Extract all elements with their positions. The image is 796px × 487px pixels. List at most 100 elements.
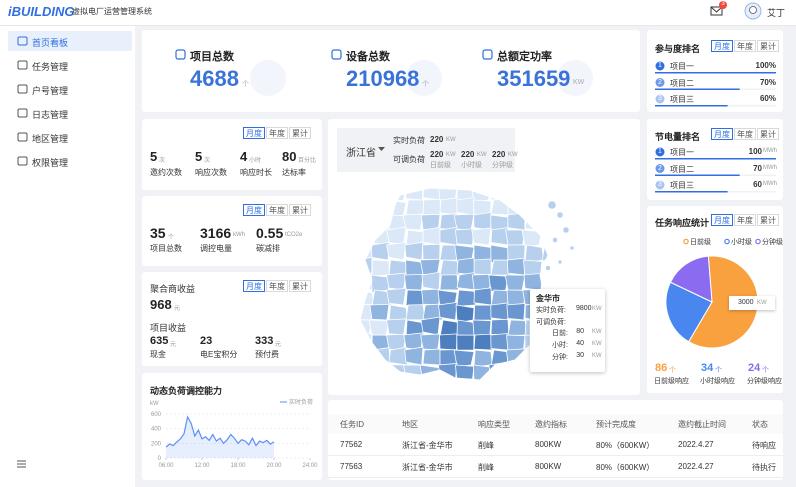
rank-name: 项目一	[670, 62, 694, 71]
tooltip-value: 40	[576, 340, 584, 347]
rank-number: 3	[658, 95, 662, 102]
nav-icon	[17, 132, 28, 142]
tab[interactable]: 年度	[266, 127, 288, 139]
chart-title: 动态负荷调控能力	[150, 386, 223, 396]
summary-icon	[331, 49, 342, 60]
table-header: 地区	[402, 420, 418, 429]
nav-icon	[17, 108, 28, 118]
pie-slice	[688, 255, 759, 349]
kpi-value: 635	[150, 335, 169, 347]
map-region	[472, 319, 492, 337]
tab[interactable]: 年度	[734, 214, 756, 226]
nav-item[interactable]: 地区管理	[32, 134, 69, 144]
tab[interactable]: 年度	[734, 40, 756, 52]
tab[interactable]: 年度	[734, 128, 756, 140]
map-region	[371, 363, 390, 380]
map-region	[422, 303, 443, 321]
rank-bar	[655, 88, 740, 90]
map-region	[540, 378, 548, 380]
tooltip-label: 实时负荷:	[536, 307, 566, 314]
summary-bg-deco	[250, 60, 286, 96]
map-region	[370, 241, 390, 261]
row-divider	[328, 477, 783, 478]
nav-item[interactable]: 任务管理	[32, 62, 69, 72]
rank-number: 2	[658, 78, 662, 86]
table-cell: 2022.4.27	[678, 440, 714, 449]
stat-label: 日前级响应	[654, 378, 689, 385]
tab[interactable]: 年度	[266, 204, 288, 216]
header-bar	[0, 0, 796, 26]
tab[interactable]: 累计	[289, 280, 311, 292]
tab[interactable]: 累计	[289, 127, 311, 139]
map-region	[453, 349, 475, 368]
map-region	[521, 229, 543, 247]
user-name[interactable]: 艾丁	[767, 8, 786, 18]
map-region	[360, 214, 373, 233]
map-region	[402, 213, 424, 231]
nav-item[interactable]: 权限管理	[32, 158, 69, 168]
tab[interactable]: 月度	[243, 280, 265, 292]
legend-dot	[683, 238, 689, 245]
map-sublabel: 分钟级	[492, 162, 513, 169]
map-region	[456, 257, 476, 276]
sidebar	[0, 26, 135, 487]
stat-label: 小时级响应	[700, 378, 735, 385]
summary-icon	[175, 49, 186, 60]
province-select[interactable]: 浙江省	[346, 148, 376, 159]
kpi-label: 响应时长	[240, 168, 272, 177]
map-region	[422, 226, 441, 246]
map-region	[524, 199, 543, 216]
rank-value: 100	[748, 147, 762, 156]
badge-count[interactable]: 3	[721, 1, 725, 7]
line-area	[166, 416, 274, 458]
map-region	[524, 213, 545, 231]
map-region	[505, 348, 526, 366]
map-outline	[359, 187, 549, 381]
nav-icon	[17, 156, 28, 166]
tab[interactable]: 累计	[757, 40, 779, 52]
table-header: 响应类型	[478, 420, 510, 429]
tab[interactable]: 月度	[711, 40, 733, 52]
panel-subtitle: 项目收益	[150, 323, 187, 333]
kpi-value: 4	[240, 149, 248, 164]
x-tick-label: 24:00	[302, 463, 318, 469]
rank-value: 60%	[759, 94, 776, 103]
map-region	[524, 188, 544, 201]
tab[interactable]: 累计	[289, 204, 311, 216]
nav-item[interactable]: 日志管理	[32, 110, 69, 120]
kpi-value: 80	[282, 149, 297, 164]
tab[interactable]: 年度	[266, 280, 288, 292]
tab[interactable]: 月度	[711, 128, 733, 140]
map-region	[505, 188, 526, 201]
legend-label: 小时级	[731, 237, 752, 246]
tooltip-title: 金华市	[536, 294, 560, 303]
map-region	[386, 272, 407, 291]
map-region	[370, 188, 390, 201]
table-cell: 800KW	[535, 440, 562, 449]
rank-badge	[655, 164, 665, 173]
nav-item[interactable]: 首页看板	[32, 38, 69, 48]
pie-tooltip	[729, 296, 775, 310]
map-region	[506, 334, 526, 352]
map-region	[523, 272, 543, 291]
kpi-label: 响应次数	[195, 168, 227, 177]
map-region	[422, 348, 442, 366]
tab[interactable]: 月度	[243, 127, 265, 139]
rank-name: 项目二	[670, 164, 694, 174]
map-region	[506, 257, 526, 276]
tab[interactable]: 月度	[243, 204, 265, 216]
map-region	[421, 288, 441, 306]
tab[interactable]: 累计	[757, 214, 779, 226]
map-value: 220	[430, 135, 444, 144]
nav-icon	[17, 60, 28, 70]
tab[interactable]: 累计	[757, 128, 779, 140]
tab[interactable]: 月度	[711, 214, 733, 226]
rank-value: 70	[753, 163, 762, 173]
map-region	[473, 287, 492, 306]
map-region	[360, 188, 373, 201]
load-chart-panel	[142, 373, 322, 480]
summary-icon	[482, 49, 493, 60]
map-region	[360, 229, 374, 248]
map-region	[386, 379, 407, 380]
nav-item[interactable]: 户号管理	[32, 86, 69, 96]
